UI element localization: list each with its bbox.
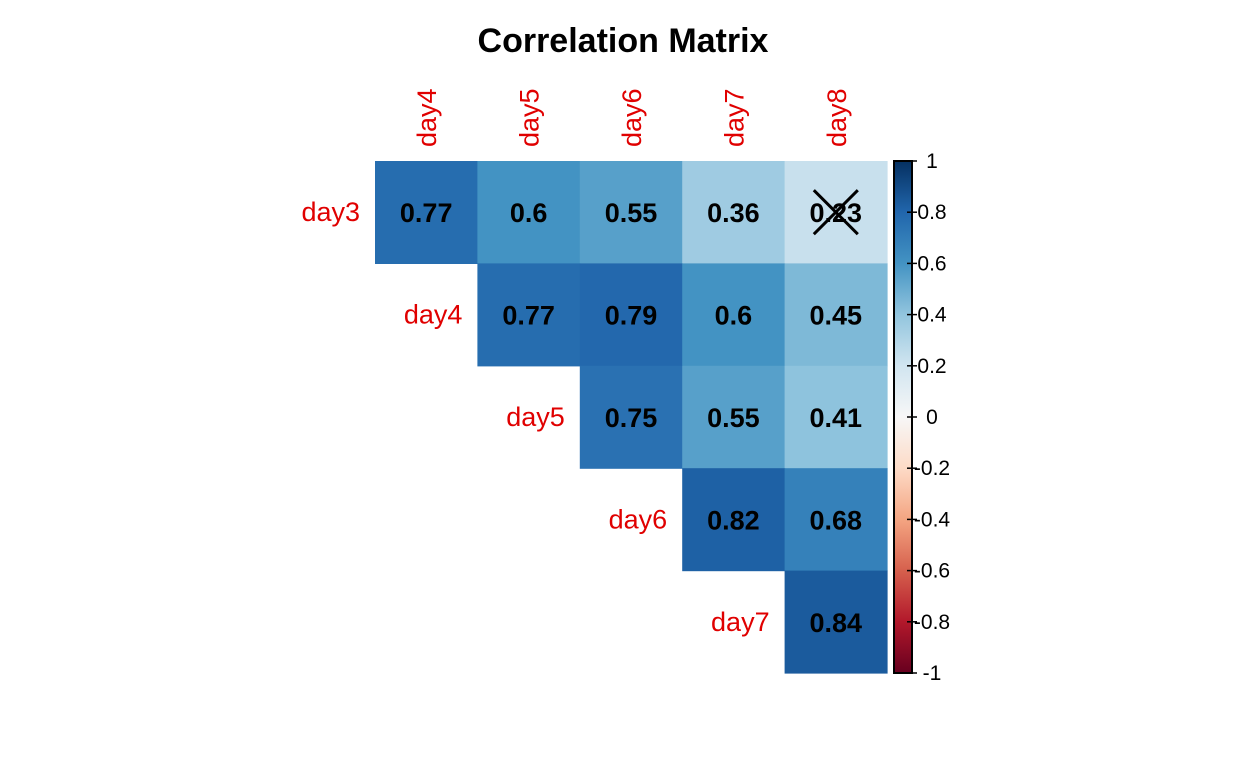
cell-value-label: 0.79: [605, 301, 658, 331]
heatmap-cell-day6-day7: [682, 468, 786, 572]
cell-value-label: 0.36: [707, 198, 760, 228]
heatmap-cell-day4-day6: [579, 263, 683, 367]
colorbar-tick-label: -0.4: [914, 508, 951, 531]
row-label-day7: day7: [711, 607, 770, 637]
column-label-day8: day8: [822, 88, 852, 147]
colorbar-tick-label: 0: [926, 406, 938, 429]
cell-value-label: 0.77: [400, 198, 453, 228]
cell-value-label: 0.55: [707, 403, 760, 433]
heatmap-cell-day5-day6: [579, 365, 683, 469]
colorbar-tick-label: 0.8: [917, 201, 946, 224]
heatmap-cell-day5-day8: [784, 365, 888, 469]
colorbar-tick-label: -1: [923, 662, 942, 685]
colorbar-tick-label: 0.4: [917, 304, 947, 327]
cell-value-label: 0.6: [715, 301, 753, 331]
heatmap-cell-day3-day7: [682, 161, 786, 264]
heatmap-cell-day3-day6: [579, 161, 683, 264]
insignificant-cross-mark: [812, 189, 859, 236]
row-label-day3: day3: [301, 197, 360, 227]
row-label-day4: day4: [404, 300, 463, 330]
heatmap-cell-day5-day7: [682, 365, 786, 469]
heatmap-cell-day3-day5: [477, 161, 581, 264]
cell-value-label: 0.55: [605, 198, 658, 228]
cell-value-label: 0.68: [810, 505, 863, 535]
colorbar-tick-label: 1: [926, 150, 938, 173]
colorbar-tick-label: -0.8: [914, 611, 950, 634]
heatmap-cell-day4-day8: [784, 263, 888, 367]
heatmap-cell-day4-day5: [477, 263, 581, 367]
colorbar-tick-label: -0.6: [914, 560, 950, 583]
colorbar-tick-label: 0.6: [917, 252, 946, 275]
heatmap-cell-day6-day8: [784, 468, 888, 572]
cell-value-label: 0.84: [810, 608, 863, 638]
column-label-day7: day7: [719, 88, 749, 147]
row-label-day6: day6: [609, 504, 668, 534]
column-label-day4: day4: [412, 88, 442, 147]
colorbar-tick-label: 0.2: [917, 355, 946, 378]
row-label-day5: day5: [506, 402, 565, 432]
heatmap-cell-day7-day8: [784, 570, 888, 674]
column-label-day5: day5: [515, 88, 545, 147]
colorbar: 1 0.8 0.6 0.4 0.2 0 -0.2 -0.4 -0.6 -0.8 -1: [893, 150, 951, 685]
cell-value-label: 0.75: [605, 403, 658, 433]
cell-value-label: 0.77: [502, 301, 555, 331]
heatmap-cell-day4-day7: [682, 263, 786, 367]
row-labels: day3 day4 day5 day6 day7: [301, 197, 769, 637]
cell-value-label: 0.45: [810, 301, 863, 331]
heatmap-cell-day3-day4: [375, 161, 478, 264]
cell-value-label: 0.6: [510, 198, 548, 228]
cell-value-label: 0.82: [707, 505, 760, 535]
column-labels: day4 day5 day6 day7 day8: [412, 88, 852, 147]
column-label-day6: day6: [617, 88, 647, 147]
cell-value-label: 0.41: [810, 403, 863, 433]
colorbar-tick-label: -0.2: [914, 457, 950, 480]
chart-title: Correlation Matrix: [478, 22, 769, 60]
heatmap-cells: 0.770.60.550.360.230.770.790.60.450.750.…: [375, 161, 888, 674]
